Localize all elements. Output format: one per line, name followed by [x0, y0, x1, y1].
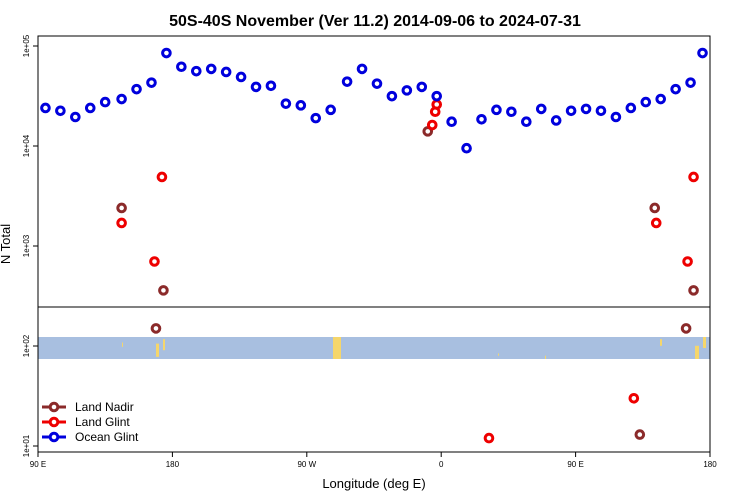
land-patch: [660, 339, 662, 346]
land-patch: [498, 353, 499, 356]
ocean-glint-point: [521, 116, 532, 127]
chart-title: 50S-40S November (Ver 11.2) 2014-09-06 t…: [169, 13, 581, 30]
ocean-glint-point: [595, 105, 607, 117]
land-patch: [695, 345, 699, 359]
plot-frame: [37, 35, 711, 453]
ocean-glint-point: [131, 83, 142, 95]
ocean-glint-point: [416, 81, 428, 93]
legend-marker-ocean-glint: [48, 431, 60, 443]
ocean-glint-point: [70, 111, 81, 123]
ocean-glint-point: [341, 76, 353, 87]
ocean-glint-point: [250, 81, 262, 93]
map-strip: [38, 337, 710, 359]
y-tick-label: 1e+01: [22, 434, 31, 457]
ocean-glint-point: [431, 90, 443, 102]
ocean-glint-point: [220, 66, 232, 78]
ocean-glint-point: [565, 105, 577, 117]
ocean-glint-point: [640, 96, 652, 108]
ocean-glint-point: [40, 102, 51, 114]
ocean-glint-point: [190, 65, 202, 77]
data-points: [40, 47, 708, 444]
x-tick-label: 90 W: [297, 460, 316, 469]
ocean-glint-point: [176, 61, 187, 73]
land-patch: [333, 337, 341, 359]
x-tick-label: 90 E: [30, 460, 46, 469]
ocean-glint-point: [685, 77, 696, 88]
x-axis-label: Longitude (deg E): [322, 476, 425, 491]
ocean-glint-point: [295, 100, 307, 111]
land-glint-point: [116, 217, 127, 229]
land-patch: [703, 337, 706, 348]
land-glint-point: [682, 256, 693, 267]
y-axis: 1e+01 1e+02 1e+03 1e+04 1e+05: [22, 34, 38, 457]
ocean-glint-point: [446, 116, 457, 127]
ocean-glint-point: [84, 102, 96, 114]
ocean-glint-point: [461, 142, 472, 154]
land-nadir-point: [158, 285, 169, 296]
legend-label-ocean-glint: Ocean Glint: [75, 430, 139, 444]
ocean-glint-point: [235, 71, 247, 83]
ocean-glint-point: [99, 96, 111, 108]
land-glint-point: [149, 256, 160, 267]
legend-marker-land-nadir: [48, 401, 60, 413]
legend-marker-land-glint: [48, 416, 60, 428]
ocean-glint-point: [325, 104, 336, 116]
ocean-band: [38, 337, 710, 359]
land-glint-point: [431, 99, 443, 110]
y-tick-label: 1e+03: [22, 234, 31, 257]
land-patch: [156, 343, 159, 357]
ocean-glint-point: [310, 112, 322, 124]
ocean-glint-point: [506, 106, 517, 118]
ocean-glint-point: [265, 80, 277, 92]
land-nadir-point: [680, 323, 692, 334]
ocean-glint-point: [535, 103, 547, 115]
ocean-glint-point: [670, 83, 681, 95]
ocean-glint-point: [116, 93, 127, 105]
land-nadir-point: [634, 429, 646, 440]
ocean-glint-point: [476, 113, 487, 125]
ocean-glint-point: [371, 78, 383, 89]
legend-label-land-glint: Land Glint: [75, 415, 130, 429]
x-tick-label: 180: [166, 460, 180, 469]
ocean-glint-point: [610, 111, 622, 123]
legend-label-land-nadir: Land Nadir: [75, 400, 134, 414]
ocean-glint-point: [401, 85, 413, 96]
x-tick-label: 0: [439, 460, 444, 469]
ocean-glint-point: [697, 47, 708, 59]
ocean-glint-point: [356, 63, 368, 75]
land-nadir-point: [116, 202, 127, 214]
land-glint-point: [688, 171, 699, 183]
ocean-glint-point: [280, 98, 292, 109]
land-patch: [122, 342, 123, 347]
ocean-glint-point: [580, 103, 592, 115]
ocean-glint-point: [550, 115, 562, 126]
ocean-glint-point: [625, 102, 637, 114]
land-nadir-point: [150, 323, 162, 334]
ocean-glint-point: [491, 104, 502, 116]
ocean-glint-point: [386, 90, 398, 102]
ocean-glint-point: [55, 105, 66, 117]
x-tick-label: 90 E: [567, 460, 583, 469]
y-tick-label: 1e+04: [22, 134, 31, 157]
y-axis-label: N Total: [0, 224, 13, 264]
y-tick-label: 1e+05: [22, 34, 31, 57]
land-patch: [545, 355, 546, 359]
land-patch: [163, 339, 165, 351]
y-tick-label: 1e+02: [22, 334, 31, 357]
ocean-glint-point: [146, 77, 157, 88]
land-glint-point: [426, 119, 438, 131]
land-glint-point: [156, 171, 168, 183]
x-axis: 90 E 180 90 W 0 90 E 180: [30, 452, 717, 469]
land-nadir-point: [649, 202, 661, 214]
land-glint-point: [628, 392, 640, 404]
land-glint-point: [650, 217, 662, 229]
ocean-glint-point: [655, 93, 667, 105]
x-tick-label: 180: [703, 460, 717, 469]
land-glint-point: [483, 432, 495, 444]
ocean-glint-point: [161, 47, 172, 59]
land-nadir-point: [688, 285, 699, 296]
ocean-glint-point: [205, 63, 217, 75]
